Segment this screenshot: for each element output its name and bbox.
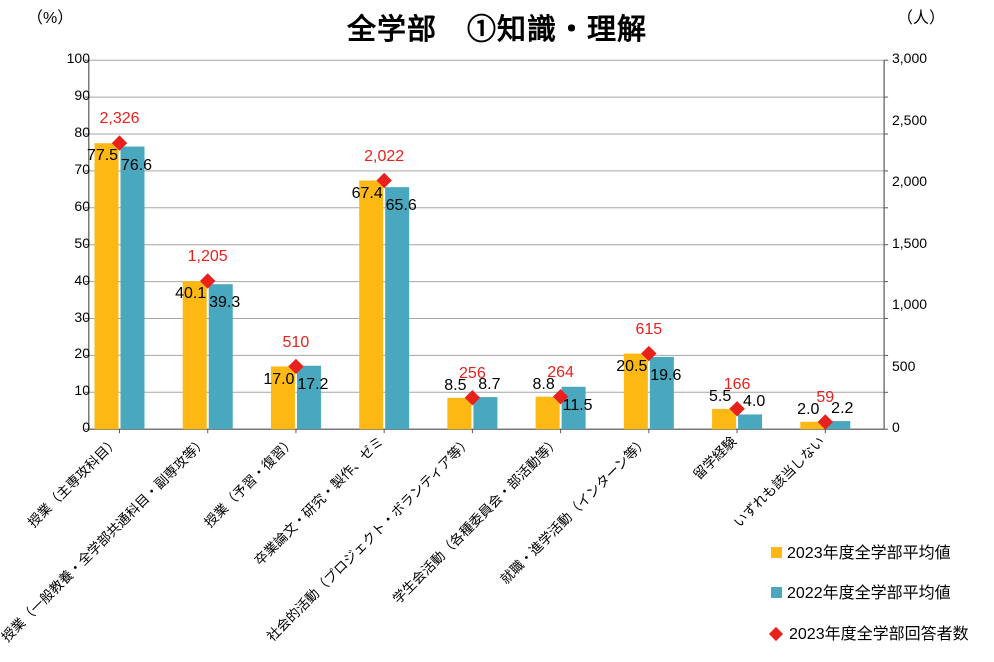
svg-text:授業（一般教養・全学部共通科目・副専攻等）: 授業（一般教養・全学部共通科目・副専攻等） [0, 433, 210, 645]
svg-text:就職・進学活動（インターン等）: 就職・進学活動（インターン等） [497, 433, 651, 587]
svg-text:学生会活動（各種委員会・部活動等）: 学生会活動（各種委員会・部活動等） [389, 433, 563, 607]
svg-text:留学経験: 留学経験 [690, 433, 739, 482]
svg-text:授業（主専攻科目）: 授業（主専攻科目） [25, 434, 122, 531]
svg-text:いずれも該当しない: いずれも該当しない [731, 434, 828, 531]
svg-text:授業（予習・復習）: 授業（予習・復習） [201, 433, 298, 530]
svg-text:社会的活動（プロジェクト・ボランティア等）: 社会的活動（プロジェクト・ボランティア等） [263, 433, 474, 644]
